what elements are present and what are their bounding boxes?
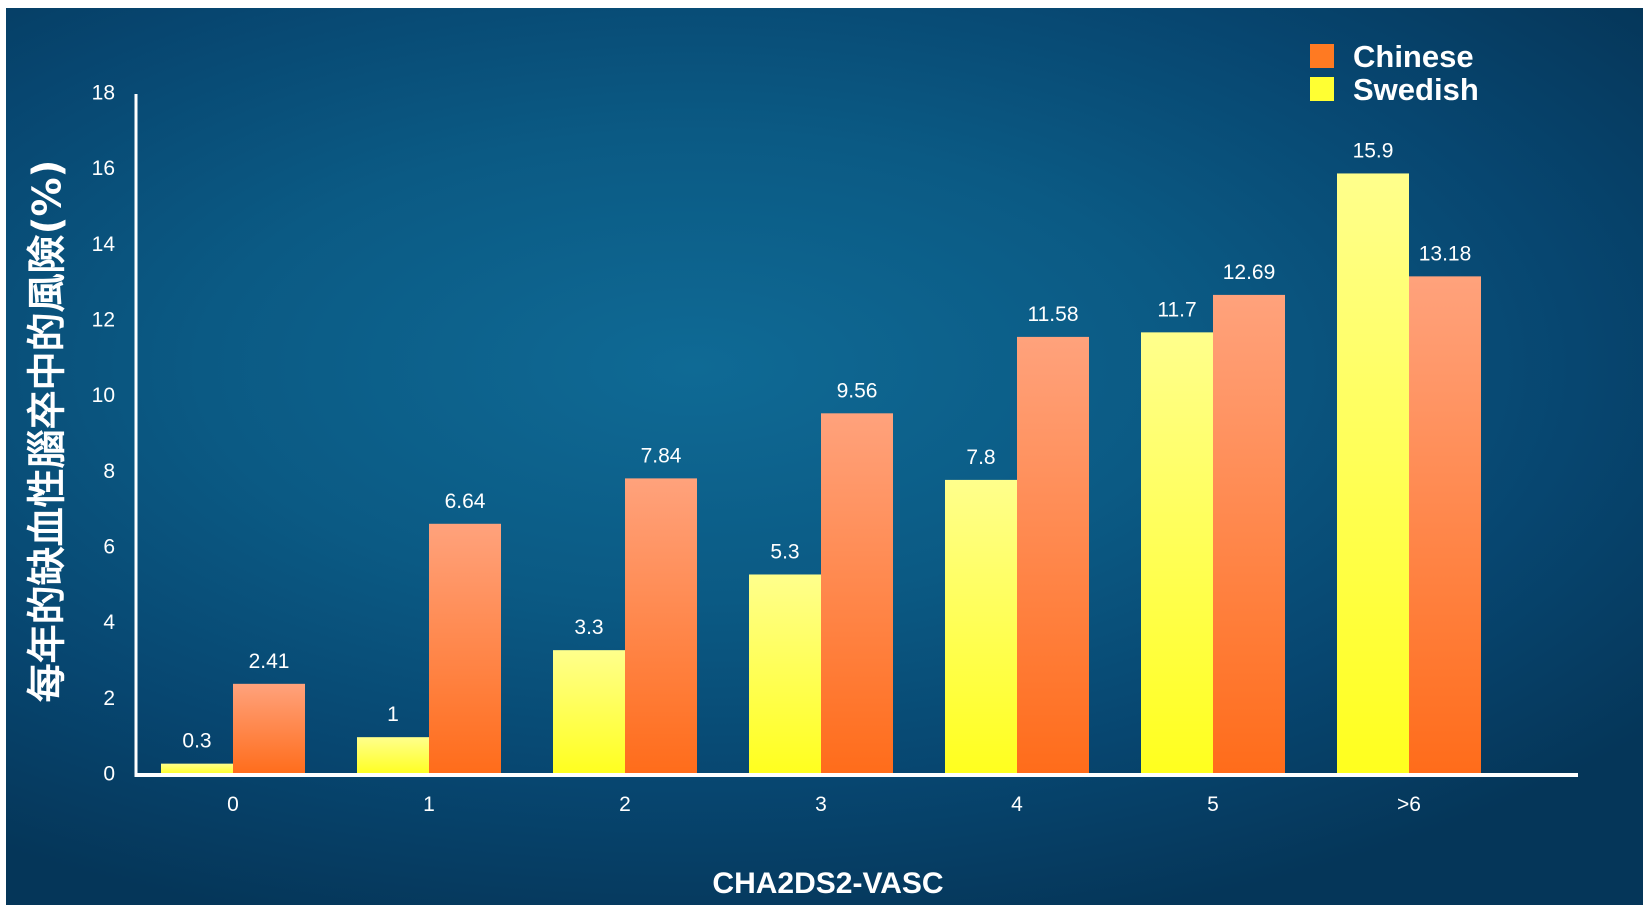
legend-label-chinese: Chinese — [1353, 39, 1474, 74]
bars — [161, 173, 1481, 775]
bar-chinese-2 — [625, 478, 697, 775]
bar-data-labels: 0.3 2.41 1 6.64 3.3 7.84 5.3 9.56 7.8 11.58 11.7 12… — [182, 139, 1471, 752]
data-label-swedish-6: 15.9 — [1353, 139, 1394, 162]
bar-swedish-4 — [945, 479, 1017, 775]
y-tick-label: 0 — [103, 763, 115, 786]
y-tick-label: 14 — [92, 233, 116, 256]
data-label-chinese-2: 7.84 — [641, 444, 682, 467]
bar-swedish-0 — [161, 763, 233, 775]
y-axis-ticks: 0 2 4 6 8 10 12 14 16 18 — [92, 82, 116, 786]
bar-chinese-0 — [233, 683, 305, 775]
data-label-swedish-2: 3.3 — [574, 616, 603, 639]
data-label-chinese-4: 11.58 — [1028, 303, 1079, 326]
y-tick-label: 18 — [92, 82, 115, 105]
data-label-swedish-0: 0.3 — [182, 730, 211, 753]
y-tick-label: 2 — [103, 687, 115, 710]
x-tick-label: 3 — [815, 793, 827, 816]
y-tick-label: 6 — [103, 536, 115, 559]
bar-swedish-2 — [553, 650, 625, 775]
y-tick-label: 4 — [103, 611, 115, 634]
bar-chart: 每年的缺血性腦卒中的風險(%) CHA2DS2-VASC 02468101214… — [26, 39, 1578, 900]
x-tick-label: 2 — [619, 793, 631, 816]
bar-chinese-1 — [429, 523, 501, 775]
x-axis-label: CHA2DS2-VASC — [712, 867, 943, 900]
data-label-chinese-6: 13.18 — [1419, 242, 1472, 265]
x-tick-label: 1 — [423, 793, 435, 816]
bar-chinese-3 — [821, 413, 893, 775]
data-label-swedish-1: 1 — [387, 703, 399, 726]
x-tick-label: 5 — [1207, 793, 1219, 816]
bar-swedish-5 — [1141, 332, 1213, 775]
data-label-chinese-0: 2.41 — [249, 650, 290, 673]
x-tick-label: 4 — [1011, 793, 1023, 816]
data-label-swedish-3: 5.3 — [770, 540, 799, 563]
bar-swedish-3 — [749, 574, 821, 775]
data-label-chinese-1: 6.64 — [445, 490, 486, 513]
chart-slide: 每年的缺血性腦卒中的風險(%) CHA2DS2-VASC 0 2 4 6 8 10 12 14… — [6, 8, 1643, 905]
bar-swedish-6 — [1337, 173, 1409, 775]
bar-chinese-5 — [1213, 294, 1285, 775]
x-axis-ticks: 0 1 2 3 4 5 >6 — [227, 793, 1421, 816]
data-label-chinese-5: 12.69 — [1223, 261, 1276, 284]
bar-swedish-1 — [357, 737, 429, 775]
y-axis-label: 每年的缺血性腦卒中的風險(%) — [26, 160, 71, 703]
y-tick-label: 16 — [92, 157, 115, 180]
y-tick-label: 8 — [103, 460, 115, 483]
y-tick-label: 10 — [92, 384, 115, 407]
legend-label-swedish: Swedish — [1353, 72, 1479, 107]
bar-chinese-6 — [1409, 276, 1481, 775]
data-label-chinese-3: 9.56 — [837, 379, 878, 402]
y-tick-label: 12 — [92, 309, 115, 332]
x-tick-label: >6 — [1397, 793, 1421, 816]
data-label-swedish-4: 7.8 — [966, 446, 995, 469]
data-label-swedish-5: 11.7 — [1157, 298, 1196, 321]
x-tick-label: 0 — [227, 793, 239, 816]
legend-swatch-chinese — [1310, 44, 1334, 68]
bar-chinese-4 — [1017, 336, 1089, 775]
legend-swatch-swedish — [1310, 77, 1334, 101]
